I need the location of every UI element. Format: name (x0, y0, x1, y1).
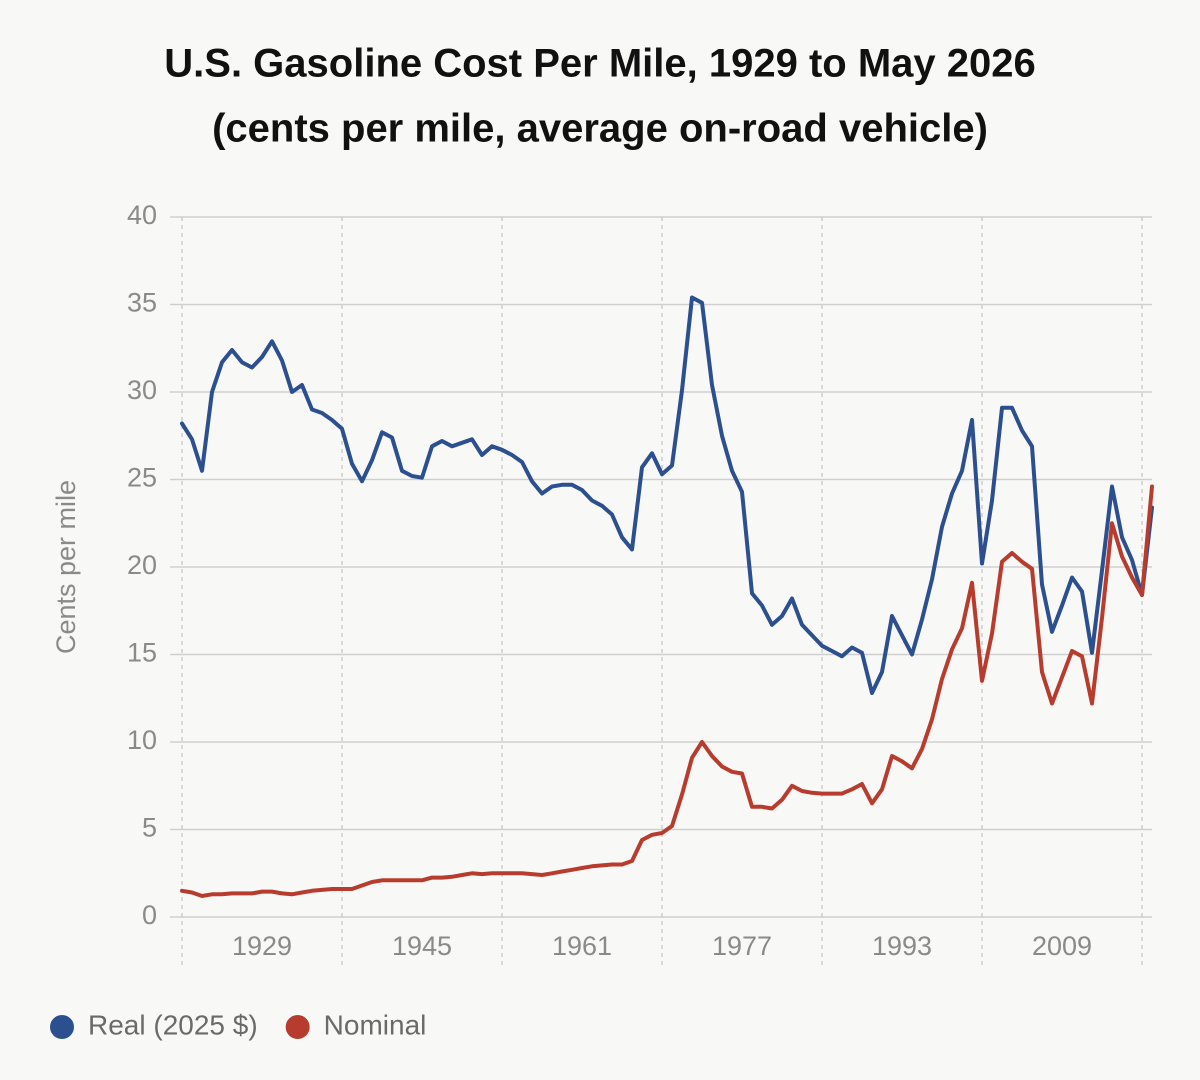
x-tick-label: 1993 (872, 931, 932, 961)
y-tick-label: 0 (142, 900, 157, 930)
chart-subtitle: (cents per mile, average on-road vehicle… (212, 107, 988, 151)
y-tick-label: 20 (127, 550, 157, 580)
x-tick-label: 1977 (712, 931, 772, 961)
x-tick-label: 1929 (232, 931, 292, 961)
legend-label: Real (2025 $) (88, 1009, 258, 1040)
y-tick-label: 25 (127, 463, 157, 493)
y-axis-title: Cents per mile (51, 480, 81, 654)
y-tick-label: 40 (127, 200, 157, 230)
y-tick-label: 10 (127, 725, 157, 755)
data-line (180, 484, 1154, 898)
legend-marker (50, 1015, 74, 1039)
chart-title: U.S. Gasoline Cost Per Mile, 1929 to May… (164, 42, 1035, 86)
legend-label: Nominal (324, 1009, 427, 1040)
y-tick-label: 15 (127, 638, 157, 668)
y-tick-label: 30 (127, 375, 157, 405)
data-line (180, 295, 1154, 695)
x-tick-label: 1945 (392, 931, 452, 961)
x-tick-label: 1961 (552, 931, 612, 961)
y-tick-label: 5 (142, 813, 157, 843)
x-tick-label: 2009 (1032, 931, 1092, 961)
legend-marker (285, 1015, 310, 1039)
y-tick-label: 35 (127, 288, 157, 318)
